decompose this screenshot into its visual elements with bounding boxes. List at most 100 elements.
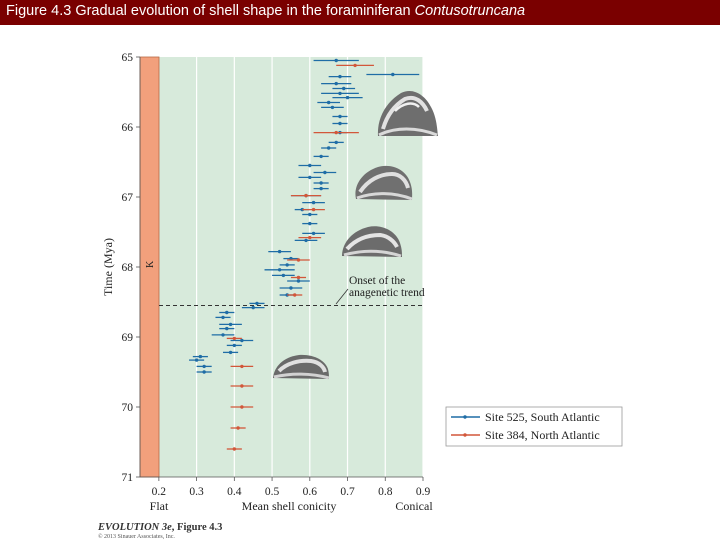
data-point — [311, 207, 316, 212]
data-point — [300, 207, 304, 212]
y-tick-label: 65 — [122, 52, 134, 64]
y-tick-label: 69 — [122, 332, 134, 344]
data-point — [304, 238, 308, 243]
data-point — [194, 358, 199, 362]
data-point — [251, 305, 255, 310]
data-point — [236, 426, 240, 430]
data-point — [338, 91, 342, 96]
data-point — [240, 384, 244, 388]
data-point — [311, 200, 316, 205]
shell-illustration-4 — [273, 354, 330, 380]
data-point — [334, 140, 338, 145]
y-axis-label: Time (Mya) — [101, 238, 115, 296]
slide-title-species: Contusotruncana — [414, 3, 526, 19]
shell-illustration-1 — [377, 90, 438, 137]
data-point — [353, 63, 357, 68]
x-ticks: 0.2 0.3 0.4 0.5 0.6 0.7 0.8 0.9 — [152, 477, 431, 498]
data-point — [255, 301, 259, 306]
legend-box — [445, 406, 623, 447]
x-tick-label: 0.7 — [340, 486, 355, 498]
x-tick-label: 0.6 — [303, 486, 318, 498]
slide-title: Figure 4.3 Gradual evolution of shell sh… — [6, 3, 525, 19]
legend-label-site-384: Site 384, North Atlantic — [485, 428, 600, 442]
x-tick-label: 0.4 — [227, 486, 242, 498]
data-point — [338, 114, 342, 119]
data-point — [240, 364, 244, 369]
data-point — [202, 364, 206, 369]
data-point — [326, 100, 331, 105]
x-tick-label: 0.2 — [152, 486, 167, 498]
legend-dot-site-525 — [463, 415, 467, 419]
data-point — [232, 343, 237, 348]
y-tick-label: 71 — [122, 472, 134, 484]
legend-label-site-525: Site 525, South Atlantic — [485, 410, 600, 424]
data-point — [319, 181, 323, 185]
data-point — [296, 275, 301, 280]
data-point — [225, 326, 229, 331]
data-point — [326, 146, 331, 150]
data-point — [308, 221, 312, 226]
x-tick-label: 0.3 — [189, 486, 204, 498]
data-point — [296, 279, 301, 283]
data-point — [277, 268, 282, 272]
data-point — [293, 293, 297, 297]
y-tick-label: 67 — [122, 192, 134, 204]
data-point — [345, 95, 350, 100]
data-point — [285, 263, 289, 267]
data-point — [198, 354, 203, 359]
data-point — [311, 231, 316, 236]
x-tick-label: 0.9 — [416, 486, 431, 498]
data-point — [285, 293, 289, 297]
data-point — [334, 81, 338, 86]
x-axis-label: Mean shell conicity — [242, 499, 337, 513]
annotation-pointer — [335, 288, 349, 305]
annotation-line1: Onset of the — [349, 275, 405, 287]
data-point — [391, 72, 395, 77]
annotation-line2: anagenetic trend — [349, 287, 425, 299]
data-point — [281, 273, 286, 278]
data-point — [232, 447, 237, 451]
data-point — [228, 322, 233, 327]
data-point — [319, 186, 323, 191]
k-boundary-label: K — [145, 260, 156, 268]
credit-book-label: EVOLUTION 3e, Figure 4.3 — [97, 522, 222, 533]
data-point — [330, 105, 335, 110]
legend-dot-site-384 — [463, 433, 467, 437]
data-point — [221, 333, 225, 337]
data-point — [289, 286, 293, 290]
credit-copyright: © 2013 Sinauer Associates, Inc. — [98, 533, 175, 540]
data-point — [240, 338, 244, 343]
x-tick-label: 0.8 — [378, 486, 393, 498]
data-point — [221, 315, 225, 320]
data-point — [240, 405, 244, 409]
data-point — [308, 163, 312, 168]
x-tick-label: 0.5 — [265, 486, 280, 498]
y-tick-label: 70 — [122, 402, 134, 414]
data-point — [228, 350, 233, 355]
data-point — [225, 310, 229, 315]
data-point — [308, 212, 312, 217]
y-ticks: 65 66 67 68 69 70 71 — [122, 52, 140, 484]
shell-illustration-3 — [342, 226, 402, 258]
series-site-384 — [226, 63, 374, 451]
series-site-525 — [189, 58, 420, 374]
x-axis-left-end-label: Flat — [150, 499, 169, 513]
plot-background — [140, 57, 423, 477]
data-point — [308, 235, 312, 240]
data-point — [334, 58, 338, 63]
x-axis-right-end-label: Conical — [395, 499, 433, 513]
data-point — [338, 74, 342, 79]
title-bar: Figure 4.3 Gradual evolution of shell sh… — [0, 0, 720, 25]
data-point — [338, 121, 342, 126]
legend: Site 525, South Atlantic Site 384, North… — [445, 406, 623, 447]
data-point — [277, 249, 282, 254]
data-point — [232, 336, 237, 341]
y-tick-label: 68 — [122, 262, 134, 274]
y-tick-label: 66 — [122, 122, 134, 134]
shell-illustration-2 — [355, 165, 413, 201]
data-point — [308, 175, 312, 180]
data-point — [342, 86, 346, 91]
data-point — [323, 170, 327, 175]
data-point — [334, 130, 338, 135]
